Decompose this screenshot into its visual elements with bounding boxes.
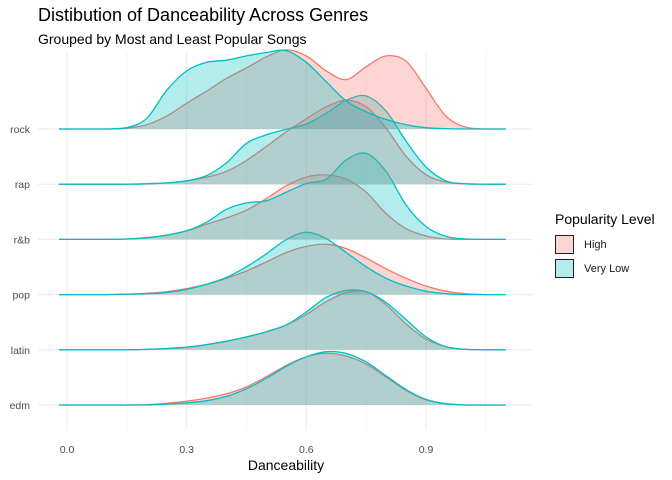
density-line-pop-very-low bbox=[59, 231, 506, 296]
density-line-rap-very-low bbox=[58, 94, 506, 185]
legend: Popularity Level High Very Low bbox=[555, 211, 655, 281]
ridge-rap bbox=[58, 94, 506, 185]
legend-label-very-low: Very Low bbox=[584, 262, 630, 275]
ridge-latin bbox=[59, 289, 506, 351]
ridge-rock bbox=[58, 49, 506, 130]
chart-subtitle: Grouped by Most and Least Popular Songs bbox=[38, 31, 307, 47]
density-line-latin-very-low bbox=[59, 289, 506, 351]
ridge-layer bbox=[58, 49, 506, 406]
density-area-rock-very-low bbox=[59, 50, 506, 129]
density-area-edm-high bbox=[59, 353, 506, 405]
density-area-rb-high bbox=[59, 174, 506, 240]
legend-title: Popularity Level bbox=[555, 211, 655, 227]
density-area-rap-high bbox=[59, 100, 506, 185]
ridge-rb bbox=[59, 152, 506, 241]
y-tick-label-latin: latin bbox=[11, 345, 30, 357]
density-line-rock-very-low bbox=[58, 49, 506, 130]
legend-key-high bbox=[555, 235, 574, 254]
density-area-latin-very-low bbox=[59, 289, 506, 350]
density-area-rb-very-low bbox=[59, 152, 506, 240]
x-tick-label: 0.6 bbox=[299, 444, 314, 456]
density-area-rock-high bbox=[59, 49, 506, 129]
density-area-latin-high bbox=[59, 290, 506, 350]
ridgeline-plot: rock rap r&b pop latin edm 0.0 0.3 0.6 0.9 Dancea… bbox=[10, 49, 533, 473]
x-tick-label: 0.9 bbox=[419, 444, 434, 456]
density-area-rap-very-low bbox=[59, 95, 506, 185]
chart-title: Distibution of Danceability Across Genre… bbox=[38, 5, 369, 25]
legend-item-high: High bbox=[555, 233, 655, 256]
x-tick-label: 0.3 bbox=[179, 444, 194, 456]
y-tick-label-pop: pop bbox=[12, 290, 30, 302]
ridge-edm bbox=[59, 350, 506, 406]
density-line-rb-very-low bbox=[59, 152, 506, 241]
x-tick-label: 0.0 bbox=[60, 444, 75, 456]
y-tick-label-edm: edm bbox=[10, 400, 31, 412]
x-axis-label: Danceability bbox=[248, 457, 324, 473]
ridge-pop bbox=[59, 231, 506, 296]
legend-label-high: High bbox=[584, 238, 607, 251]
tick-layer: rock rap r&b pop latin edm 0.0 0.3 0.6 0.9 bbox=[10, 124, 434, 456]
y-tick-label-rock: rock bbox=[10, 124, 31, 136]
y-tick-label-rb: r&b bbox=[14, 234, 31, 246]
legend-item-very-low: Very Low bbox=[555, 257, 655, 280]
density-area-edm-very-low bbox=[59, 351, 506, 405]
density-area-pop-very-low bbox=[59, 232, 506, 295]
density-line-edm-very-low bbox=[59, 350, 506, 406]
legend-key-very-low bbox=[555, 259, 574, 278]
y-tick-label-rap: rap bbox=[15, 179, 30, 191]
